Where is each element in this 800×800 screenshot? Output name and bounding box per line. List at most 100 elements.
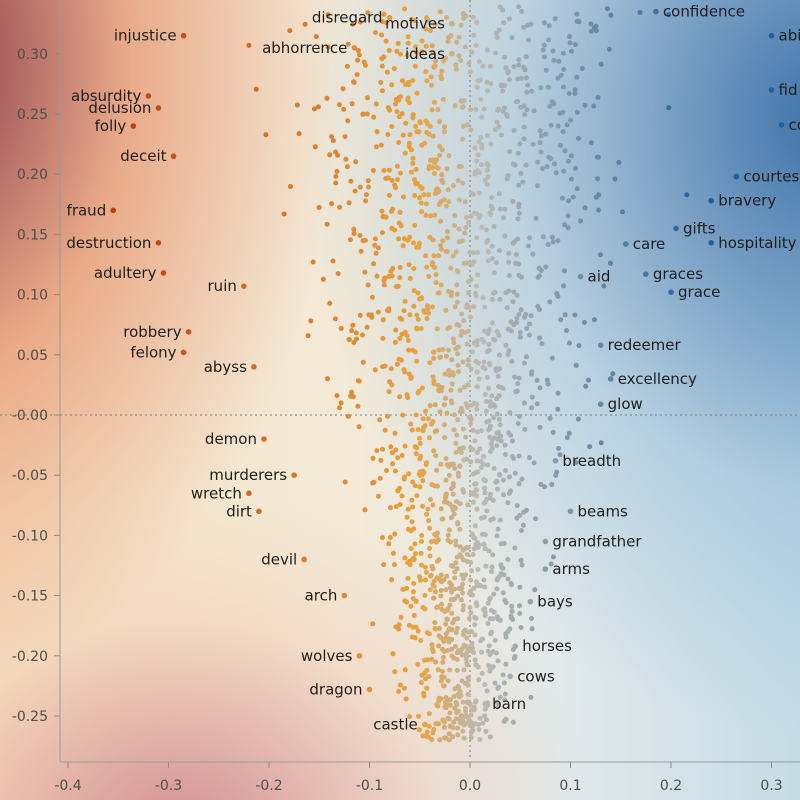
y-tick-label: 0.05: [17, 348, 48, 364]
scatter-point: [495, 526, 501, 532]
labeled-point-adultery[interactable]: [160, 270, 167, 276]
scatter-point: [506, 348, 512, 354]
labeled-point-disregard[interactable]: [386, 14, 393, 21]
scatter-point: [362, 507, 368, 513]
scatter-point: [402, 6, 407, 12]
labeled-point-arch[interactable]: [341, 592, 348, 599]
scatter-point: [438, 635, 444, 641]
scatter-point: [522, 112, 528, 117]
scatter-point: [463, 720, 469, 726]
scatter-point: [529, 405, 535, 411]
labeled-point-folly[interactable]: [130, 123, 137, 129]
labeled-point-barn[interactable]: [482, 701, 488, 707]
labeled-point-injustice[interactable]: [180, 32, 187, 39]
scatter-point: [574, 74, 580, 80]
labeled-point-robbery[interactable]: [185, 329, 192, 335]
scatter-point: [528, 694, 534, 700]
labeled-point-delusion[interactable]: [155, 105, 162, 111]
scatter-point: [516, 481, 522, 487]
labeled-point-castle[interactable]: [421, 721, 428, 728]
labeled-point-dragon[interactable]: [366, 686, 373, 693]
scatter-point: [424, 130, 430, 135]
scatter-point: [479, 336, 485, 342]
scatter-point: [465, 691, 471, 697]
scatter-point: [464, 551, 470, 557]
labeled-point-motives[interactable]: [449, 20, 455, 27]
labeled-point-excellency[interactable]: [607, 376, 614, 382]
labeled-point-ruin[interactable]: [241, 283, 247, 289]
scatter-point: [450, 491, 456, 497]
y-tick-label: -0.10: [12, 528, 48, 544]
labeled-point-wolves[interactable]: [356, 653, 363, 659]
y-tick-label: 0.25: [17, 107, 48, 123]
scatter-point: [495, 686, 501, 691]
scatter-point: [524, 89, 530, 95]
scatter-point: [418, 550, 424, 556]
labeled-point-beams[interactable]: [567, 508, 574, 515]
scatter-point: [351, 79, 357, 85]
labeled-point-courtesy[interactable]: [733, 173, 740, 180]
scatter-point: [418, 680, 424, 686]
labeled-point-destruction[interactable]: [155, 240, 162, 246]
labeled-point-murderers[interactable]: [291, 472, 297, 479]
word-label-bays: bays: [537, 593, 573, 611]
labeled-point-cows[interactable]: [507, 673, 513, 680]
labeled-point-deceit[interactable]: [170, 153, 177, 159]
scatter-point: [390, 461, 396, 467]
labeled-point-graces[interactable]: [643, 271, 649, 277]
scatter-point: [426, 166, 432, 172]
scatter-point: [509, 438, 515, 444]
scatter-point: [582, 102, 588, 108]
labeled-point-care[interactable]: [622, 241, 629, 247]
labeled-point-hospitality[interactable]: [708, 240, 714, 246]
labeled-point-dirt[interactable]: [256, 508, 262, 515]
labeled-point-abyss[interactable]: [251, 364, 257, 370]
labeled-point-aid[interactable]: [577, 273, 584, 280]
labeled-point-horses[interactable]: [512, 643, 519, 649]
scatter-point: [489, 243, 495, 249]
scatter-point: [490, 552, 496, 558]
scatter-point: [457, 387, 463, 393]
scatter-point: [459, 646, 465, 652]
labeled-point-glow[interactable]: [597, 401, 604, 407]
scatter-point: [460, 359, 466, 365]
labeled-point-grandfather[interactable]: [542, 538, 549, 545]
labeled-point-absurdity[interactable]: [145, 93, 152, 99]
scatter-point: [392, 669, 398, 675]
scatter-point: [426, 273, 432, 279]
labeled-point-bravery[interactable]: [708, 197, 714, 204]
scatter-point: [528, 313, 534, 319]
labeled-point-confidence[interactable]: [653, 8, 659, 15]
labeled-point-fid[interactable]: [768, 87, 775, 93]
scatter-point: [476, 376, 482, 382]
scatter-point: [375, 493, 381, 499]
labeled-point-arms[interactable]: [542, 566, 549, 572]
labeled-point-abi[interactable]: [768, 32, 775, 39]
labeled-point-felony[interactable]: [180, 349, 187, 356]
scatter-point: [522, 314, 528, 320]
labeled-point-bays[interactable]: [527, 598, 534, 605]
labeled-point-fraud[interactable]: [110, 207, 117, 214]
y-tick-label: 0.20: [17, 167, 48, 183]
labeled-point-devil[interactable]: [301, 556, 307, 563]
scatter-point: [399, 493, 405, 499]
labeled-point-redeemer[interactable]: [597, 342, 604, 348]
labeled-point-wretch[interactable]: [246, 490, 252, 497]
scatter-point: [482, 532, 488, 538]
labeled-point-co[interactable]: [778, 122, 785, 128]
scatter-point: [414, 312, 420, 318]
scatter-point: [477, 737, 483, 743]
scatter-point: [421, 657, 427, 663]
scatter-point: [547, 103, 553, 109]
scatter-point: [436, 576, 442, 582]
labeled-point-ideas[interactable]: [449, 51, 455, 57]
scatter-point: [500, 565, 506, 571]
labeled-point-demon[interactable]: [261, 436, 267, 442]
labeled-point-abhorrence[interactable]: [351, 44, 358, 51]
labeled-point-gifts[interactable]: [673, 225, 679, 232]
labeled-point-grace[interactable]: [668, 289, 674, 295]
scatter-point: [398, 94, 404, 100]
labeled-point-breadth[interactable]: [552, 457, 559, 464]
scatter-point: [373, 30, 378, 35]
scatter-point: [381, 277, 387, 283]
